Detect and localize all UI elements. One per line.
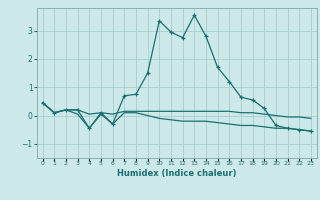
X-axis label: Humidex (Indice chaleur): Humidex (Indice chaleur) <box>117 169 236 178</box>
